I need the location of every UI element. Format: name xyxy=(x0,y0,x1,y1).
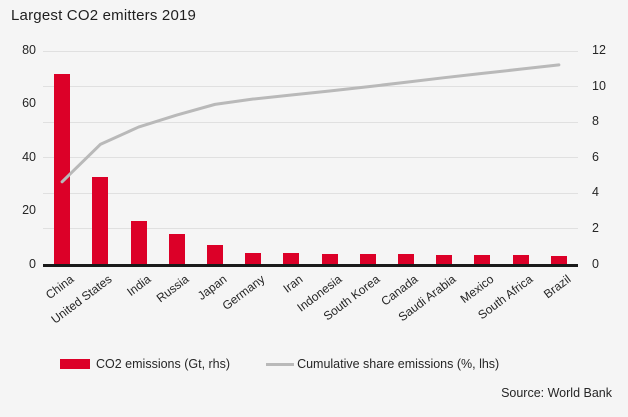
bar-south-africa xyxy=(512,255,529,265)
line-series-label: Cumulative share emissions (%, lhs) xyxy=(297,357,500,371)
right-axis-tick-label: 0 xyxy=(592,256,599,271)
right-axis-tick-label: 6 xyxy=(592,149,599,164)
legend: CO2 emissions (Gt, rhs) Cumulative share… xyxy=(60,357,499,371)
bar-china xyxy=(54,74,71,265)
left-axis-tick-label: 60 xyxy=(22,96,36,111)
bar-united-states xyxy=(92,177,109,265)
source-note: Source: World Bank xyxy=(501,386,612,400)
gridline xyxy=(43,157,578,159)
left-axis-tick-label: 80 xyxy=(22,43,36,57)
right-axis-tick-label: 12 xyxy=(592,43,606,57)
legend-item-line: Cumulative share emissions (%, lhs) xyxy=(266,357,499,371)
gridline xyxy=(43,121,578,123)
gridline xyxy=(43,50,578,52)
gridline xyxy=(43,86,578,88)
chart-title: Largest CO2 emitters 2019 xyxy=(11,7,197,24)
right-axis-tick-label: 8 xyxy=(592,114,599,129)
left-axis-tick-label: 0 xyxy=(29,256,36,271)
left-axis-tick-label: 20 xyxy=(22,203,36,218)
bar-brazil xyxy=(550,255,567,265)
right-axis-tick-label: 4 xyxy=(592,185,599,200)
bar-iran xyxy=(283,253,300,265)
bar-russia xyxy=(168,234,185,265)
right-axis-tick-label: 2 xyxy=(592,220,599,235)
bar-india xyxy=(130,220,147,265)
bar-indonesia xyxy=(321,253,338,265)
bar-south-korea xyxy=(359,253,376,265)
bar-series-swatch xyxy=(60,359,90,369)
bar-series-label: CO2 emissions (Gt, rhs) xyxy=(96,357,231,371)
bar-saudi-arabia xyxy=(436,254,453,265)
gridline xyxy=(43,192,578,194)
cumulative-share-line xyxy=(60,63,561,184)
bar-canada xyxy=(398,254,415,265)
line-series-swatch xyxy=(266,362,295,366)
bar-japan xyxy=(206,244,223,265)
bar-mexico xyxy=(474,254,491,265)
gridline xyxy=(43,228,578,230)
legend-item-bars: CO2 emissions (Gt, rhs) xyxy=(60,357,230,371)
left-axis-tick-label: 40 xyxy=(22,149,36,164)
x-axis-line xyxy=(43,264,578,267)
right-axis-tick-label: 10 xyxy=(592,78,606,93)
bar-germany xyxy=(245,252,262,265)
